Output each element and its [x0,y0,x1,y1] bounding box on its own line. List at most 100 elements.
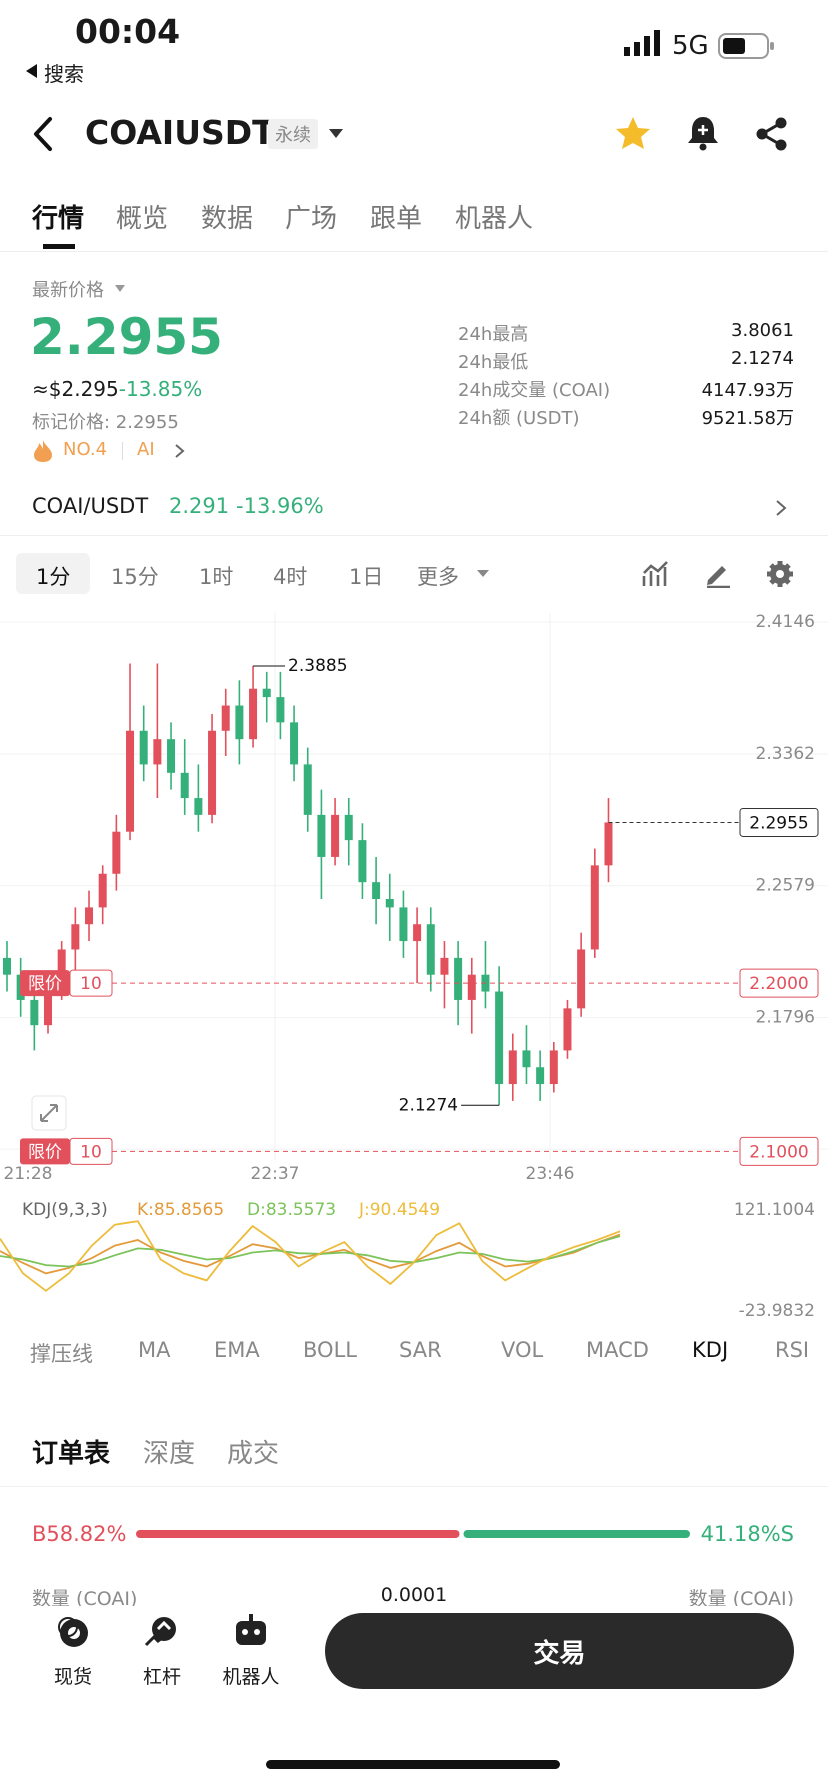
candle-body [303,764,312,815]
nav-item[interactable]: 现货 [53,1666,92,1688]
candle-body [44,991,53,1026]
nav-item[interactable]: 机器人 [222,1666,280,1688]
hot-icon [34,440,52,462]
y-tick-label: -23.9832 [739,1301,815,1321]
price-change: -13.85% [118,377,203,401]
candle-body [426,924,435,975]
candle-body [413,924,422,942]
candle-body [167,739,176,773]
stat-value: 2.1274 [731,348,794,369]
favorite-star[interactable] [614,115,652,151]
high-marker-label: 2.3885 [288,656,347,676]
interval-tab[interactable]: 更多 [417,565,459,589]
order-type: 限价 [28,1142,62,1162]
symbol-dropdown[interactable] [328,128,344,140]
share-icon[interactable] [754,116,790,152]
legend-entry: D:83.5573 [247,1200,336,1220]
indicator-tab[interactable]: KDJ [692,1338,729,1362]
spot-pair[interactable]: COAI/USDT [32,494,149,518]
indicator-tab[interactable]: MACD [586,1338,649,1362]
interval-tab[interactable]: 1分 [36,565,71,589]
interval-tab[interactable]: 4时 [273,565,308,589]
spot-price: 2.291 [169,494,230,518]
indicator-tab[interactable]: SAR [399,1338,442,1362]
candle-body [522,1050,531,1068]
last-price: 2.2955 [30,308,223,366]
legend-entry: J:90.4549 [358,1200,440,1220]
interval-tab[interactable]: 1时 [199,565,234,589]
candle-body [549,1050,558,1085]
candle-body [495,991,504,1085]
back-app-label[interactable]: 搜索 [44,62,84,86]
candle-body [98,873,107,908]
tab[interactable]: 概览 [116,204,169,234]
nav-item[interactable]: 杠杆 [142,1666,181,1688]
candle-body [454,957,463,1000]
sell-ratio: 41.18%S [700,1522,794,1546]
price-chart[interactable]: 2.41462.33622.25792.17962.101321:2822:37… [0,613,828,1185]
candle-body [262,688,271,698]
tab[interactable]: 行情 [32,204,85,234]
more-dropdown[interactable] [476,569,490,579]
order-type-box [20,970,70,997]
settings-icon[interactable] [766,560,794,588]
back-button[interactable] [28,116,58,152]
x-tick-label: 22:37 [251,1164,300,1184]
tab[interactable]: 数据 [201,204,254,234]
price-label[interactable]: 最新价格 [32,280,104,301]
usd-price: ≈$2.295 [32,377,119,401]
buy-bar [136,1530,460,1538]
order-price-box [739,1136,819,1166]
orderbook-tab[interactable]: 深度 [143,1439,196,1469]
candle-body [317,814,326,857]
indicator-tab[interactable]: MA [138,1338,171,1362]
candle-body [249,688,258,740]
bot-icon[interactable] [233,1613,269,1649]
stat-value: 4147.93万 [701,380,794,401]
stat-label: 24h额 (USDT) [458,408,580,429]
indicator-tab[interactable]: VOL [501,1338,544,1362]
rank-label[interactable]: NO.4 [63,439,108,460]
stat-label: 24h成交量 (COAI) [458,380,611,401]
indicator-tab[interactable]: 撑压线 [30,1342,93,1366]
price-dropdown[interactable] [114,284,126,294]
indicator-tab[interactable]: BOLL [303,1338,357,1362]
indicator-icon[interactable] [642,560,670,588]
candle-body [331,814,340,857]
orderbook-tab[interactable]: 订单表 [32,1439,111,1469]
chevron[interactable] [775,499,787,517]
interval-tab[interactable]: 1日 [349,565,384,589]
spot-icon[interactable] [56,1615,90,1649]
candle-body [385,899,394,908]
margin-icon[interactable] [144,1615,180,1649]
indicator-tab[interactable]: RSI [775,1338,810,1362]
candle-body [30,999,39,1026]
stat-label: 24h最高 [458,324,529,345]
contract-tag: 永续 [268,119,318,149]
candle-body [358,840,367,883]
indicator-tab[interactable]: EMA [214,1338,260,1362]
draw-icon[interactable] [704,560,732,588]
order-price-box [739,968,819,998]
ratio-bar [136,1530,690,1538]
candle-body [139,730,148,765]
divider [0,251,828,252]
back-app-arrow[interactable] [22,62,40,80]
chevron[interactable] [174,443,186,459]
order-price: 2.1000 [749,1142,808,1162]
orderbook-tab[interactable]: 成交 [227,1439,280,1469]
legend-entry: K:85.8565 [137,1200,224,1220]
price-step[interactable]: 0.0001 [380,1584,448,1606]
interval-tab[interactable]: 15分 [111,565,159,589]
alert-bell[interactable] [686,114,720,152]
tab[interactable]: 跟单 [370,204,423,234]
tab[interactable]: 机器人 [455,204,534,234]
y-tick-label: 2.2579 [756,876,815,896]
candle-body [208,730,217,815]
trade-button[interactable]: 交易 [325,1613,794,1689]
battery-icon [718,33,774,59]
sector-tag[interactable]: AI [137,439,155,460]
tab[interactable]: 广场 [285,204,338,234]
candle-body [126,730,135,832]
symbol-title[interactable]: COAIUSDT [85,113,275,152]
